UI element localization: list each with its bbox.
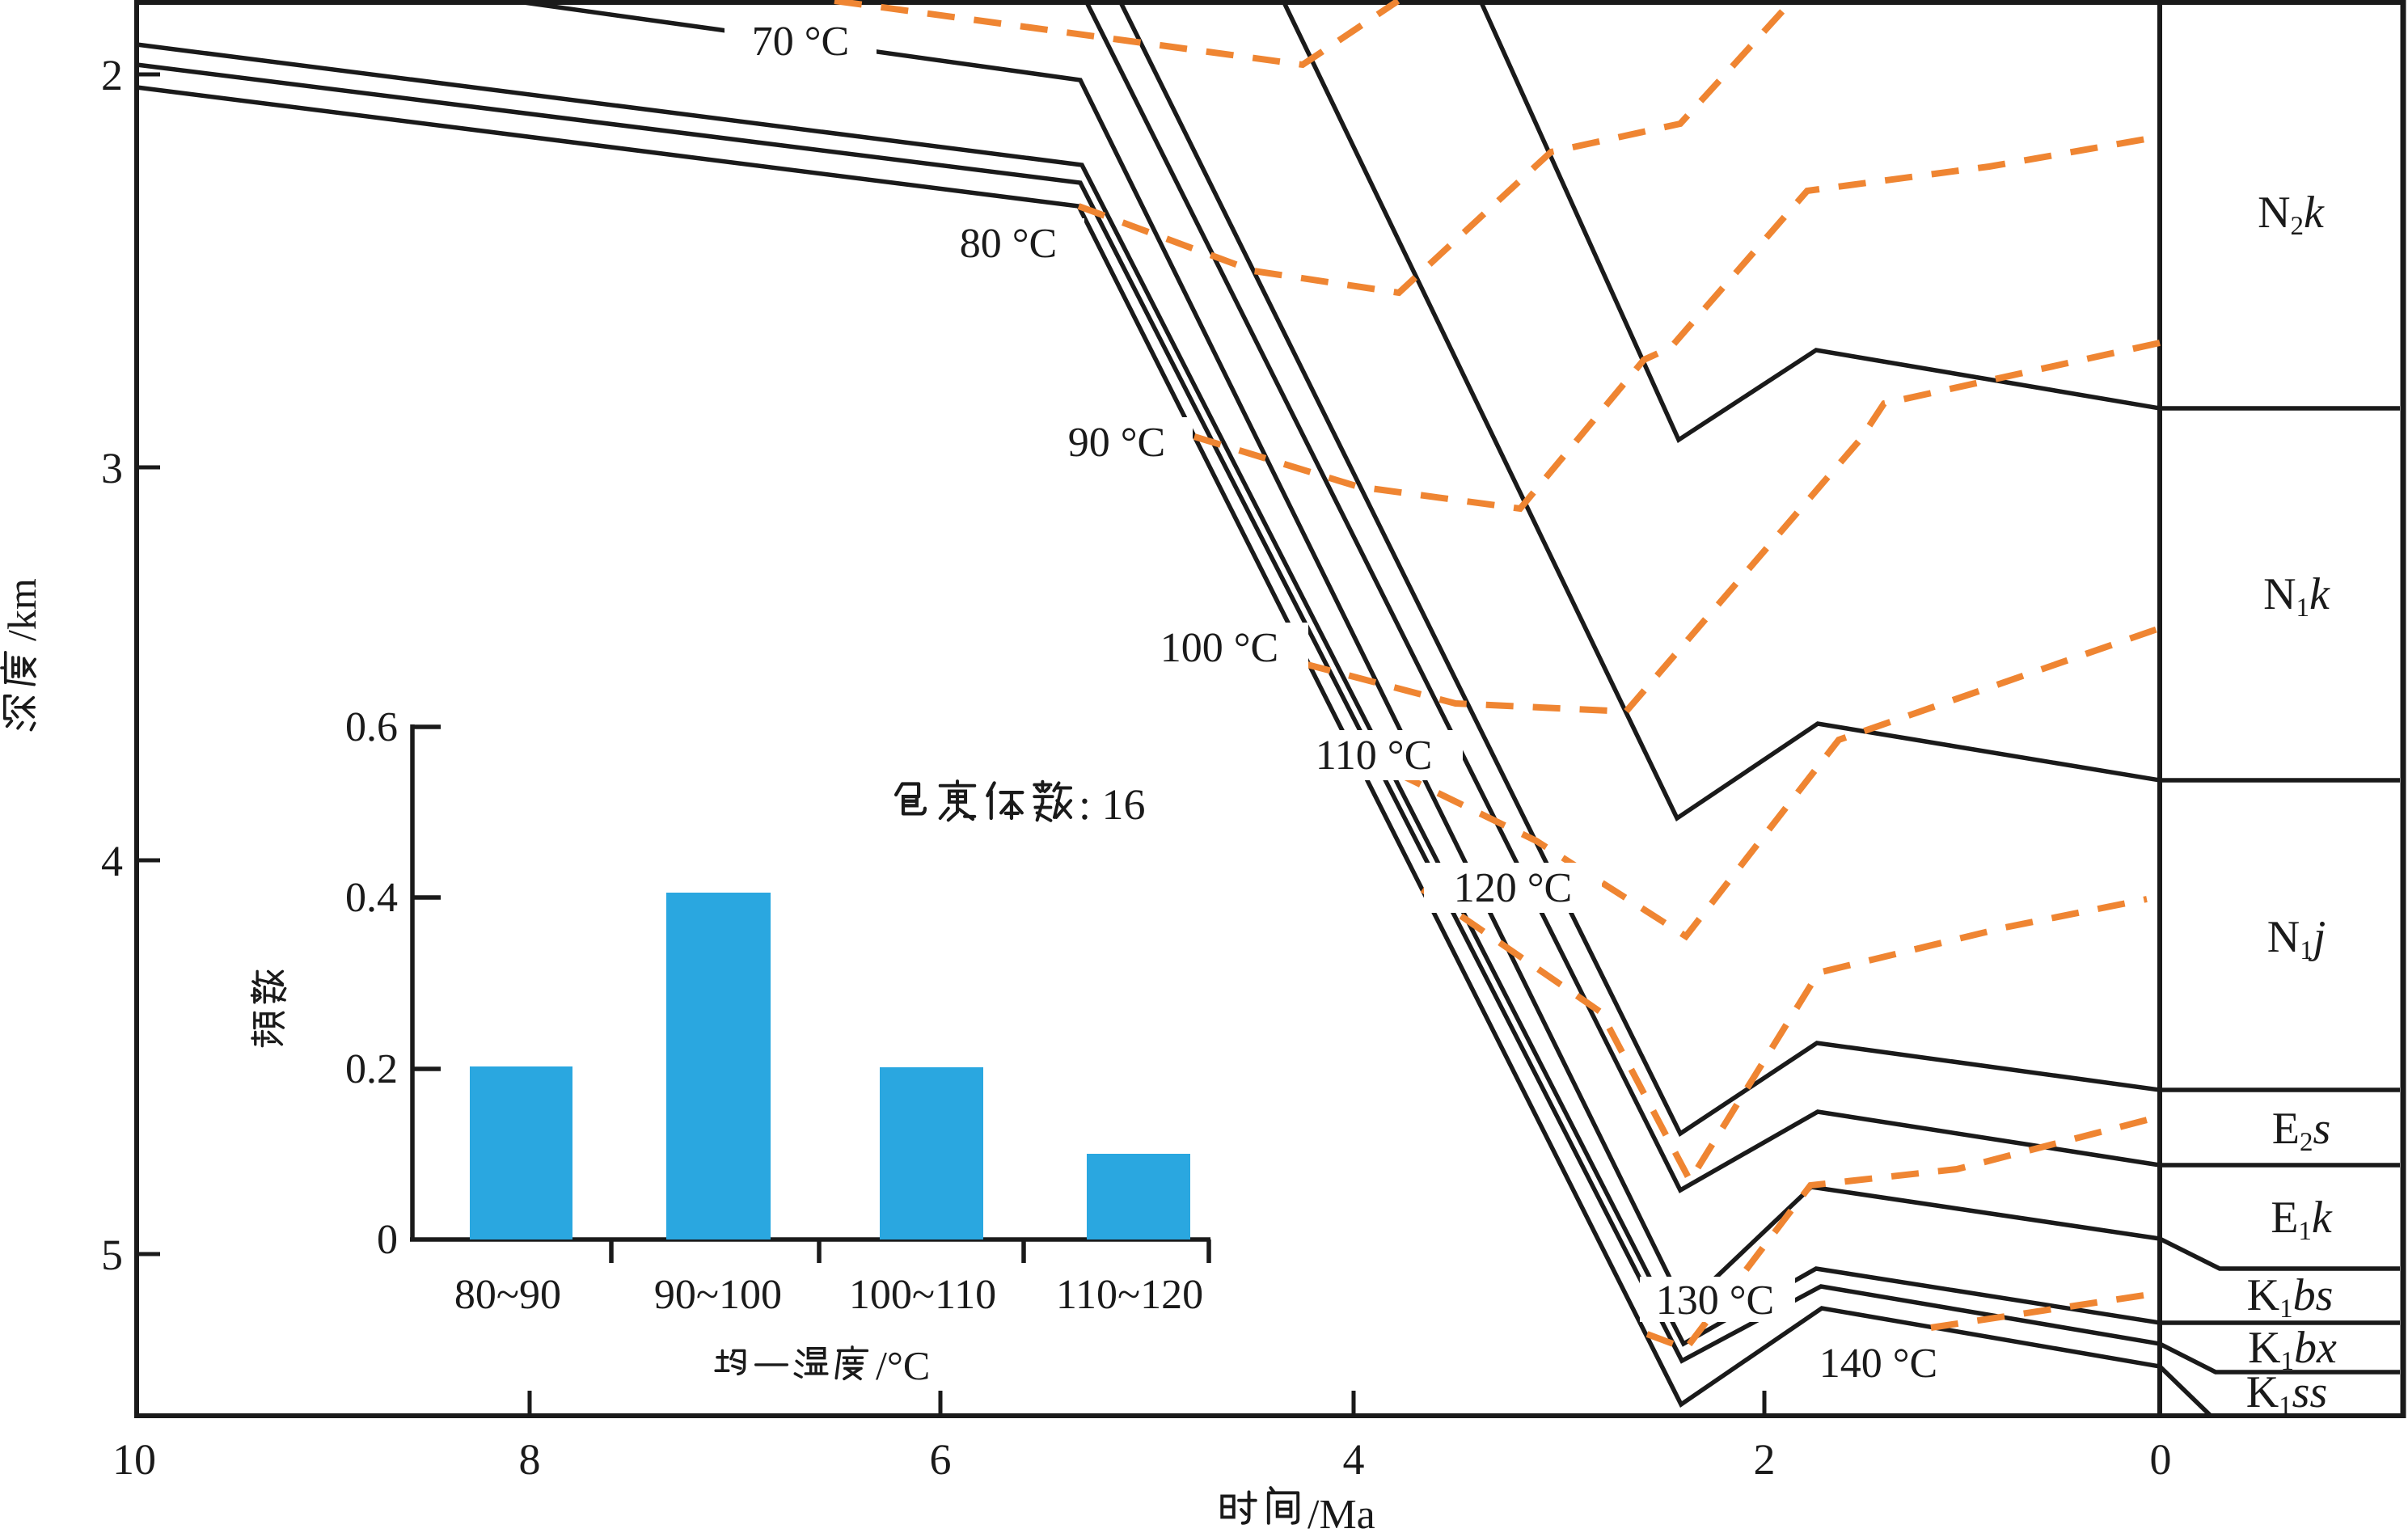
svg-text:N1j: N1j [2267,912,2326,965]
svg-text:80~90: 80~90 [454,1272,561,1318]
svg-text:E1k: E1k [2271,1193,2333,1246]
svg-text:110~120: 110~120 [1056,1272,1203,1318]
svg-text:120 °C: 120 °C [1454,865,1572,911]
svg-text:100 °C: 100 °C [1160,625,1278,671]
svg-text:130 °C: 130 °C [1656,1278,1774,1324]
svg-text:80 °C: 80 °C [960,221,1057,267]
svg-text:K1bs: K1bs [2247,1270,2334,1324]
svg-text:0: 0 [2150,1435,2172,1484]
svg-text:5: 5 [101,1231,123,1279]
svg-text:90~100: 90~100 [654,1272,782,1318]
svg-text:/°C: /°C [876,1343,930,1388]
svg-text:: 16: : 16 [1079,780,1146,829]
svg-text:0.2: 0.2 [345,1046,398,1092]
svg-text:/km: /km [0,578,44,641]
svg-text:10: 10 [112,1435,156,1484]
svg-text:3: 3 [101,444,123,492]
svg-text:N1k: N1k [2263,569,2330,623]
svg-text:0.6: 0.6 [345,704,398,750]
svg-text:8: 8 [519,1435,541,1484]
svg-text:110 °C: 110 °C [1316,733,1433,779]
svg-text:N2k: N2k [2258,188,2325,241]
svg-text:0: 0 [377,1217,398,1263]
svg-text:6: 6 [930,1435,952,1484]
svg-text:90 °C: 90 °C [1068,420,1165,466]
svg-text:2: 2 [101,51,123,99]
svg-text:4: 4 [101,837,123,885]
svg-text:2: 2 [1754,1435,1776,1484]
svg-text:4: 4 [1343,1435,1365,1484]
svg-text:0.4: 0.4 [345,875,398,921]
svg-text:/Ma: /Ma [1308,1492,1375,1533]
svg-text:E2s: E2s [2272,1104,2331,1157]
svg-text:100~110: 100~110 [849,1272,996,1318]
svg-text:140 °C: 140 °C [1819,1341,1937,1387]
svg-text:70 °C: 70 °C [752,19,849,65]
